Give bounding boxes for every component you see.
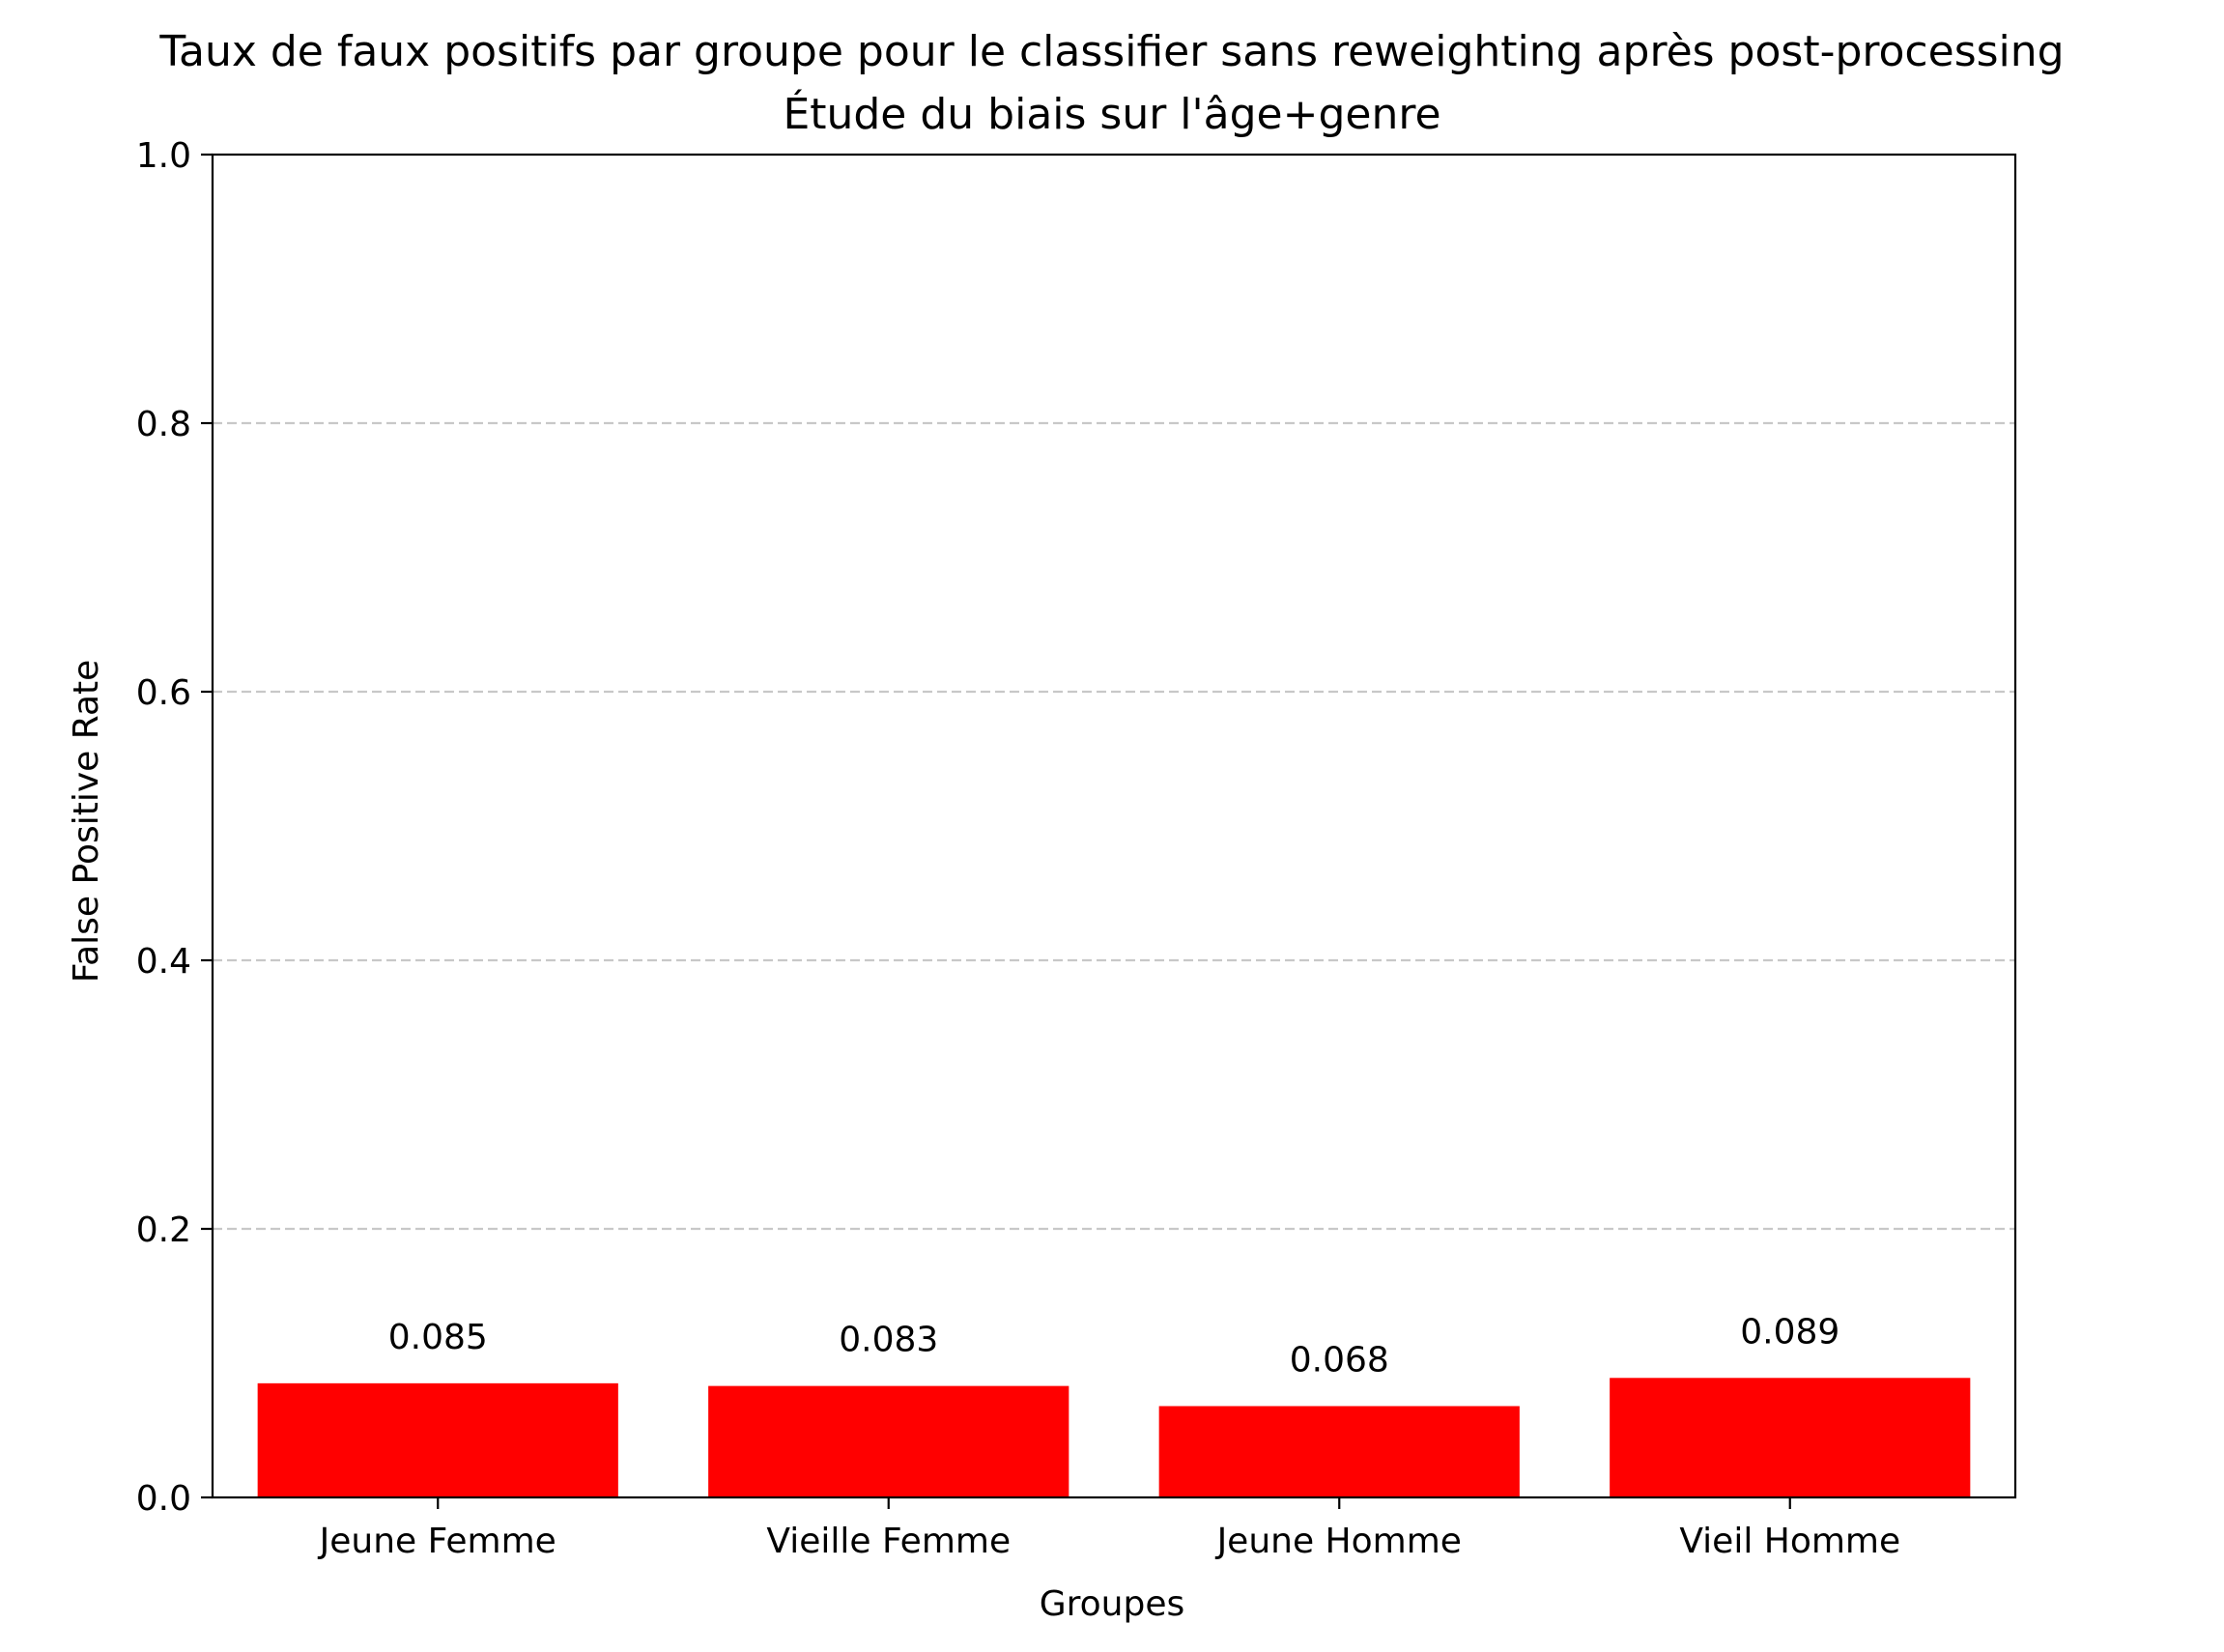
bar-layer: [257, 1378, 1971, 1497]
y-tick-label: 0.0: [136, 1479, 191, 1519]
chart-title: Taux de faux positifs par groupe pour le…: [158, 27, 2064, 76]
x-tick-label: Jeune Femme: [318, 1522, 556, 1561]
x-axis-label: Groupes: [1040, 1584, 1185, 1624]
y-tick-label: 0.4: [136, 942, 191, 982]
y-tick-label: 0.6: [136, 673, 191, 713]
y-tick-label: 1.0: [136, 136, 191, 176]
bar: [1158, 1406, 1520, 1497]
x-tick-label: Vieille Femme: [766, 1522, 1011, 1561]
bar-value-label: 0.068: [1290, 1340, 1389, 1380]
x-tick-label: Vieil Homme: [1679, 1522, 1900, 1561]
bar-value-label: 0.085: [388, 1318, 488, 1357]
x-tick-label: Jeune Homme: [1215, 1522, 1462, 1561]
label-layer: 0.085 0.083 0.068 0.089 0.0 0.2 0.4 0.6 0.8 1.0 Je…: [136, 136, 1900, 1561]
grid-layer: [213, 421, 2015, 1231]
y-tick-label: 0.2: [136, 1211, 191, 1250]
bar-value-label: 0.089: [1740, 1312, 1839, 1352]
bar-value-label: 0.083: [839, 1321, 938, 1360]
y-tick-label: 0.8: [136, 405, 191, 444]
bar: [1610, 1378, 1971, 1497]
plot-frame: [211, 153, 2017, 1499]
chart-subtitle: Étude du biais sur l'âge+genre: [783, 88, 1440, 139]
axes-layer: [201, 153, 2017, 1509]
bar: [708, 1385, 1069, 1497]
y-axis-label: False Positive Rate: [67, 660, 106, 983]
bar: [257, 1382, 618, 1497]
